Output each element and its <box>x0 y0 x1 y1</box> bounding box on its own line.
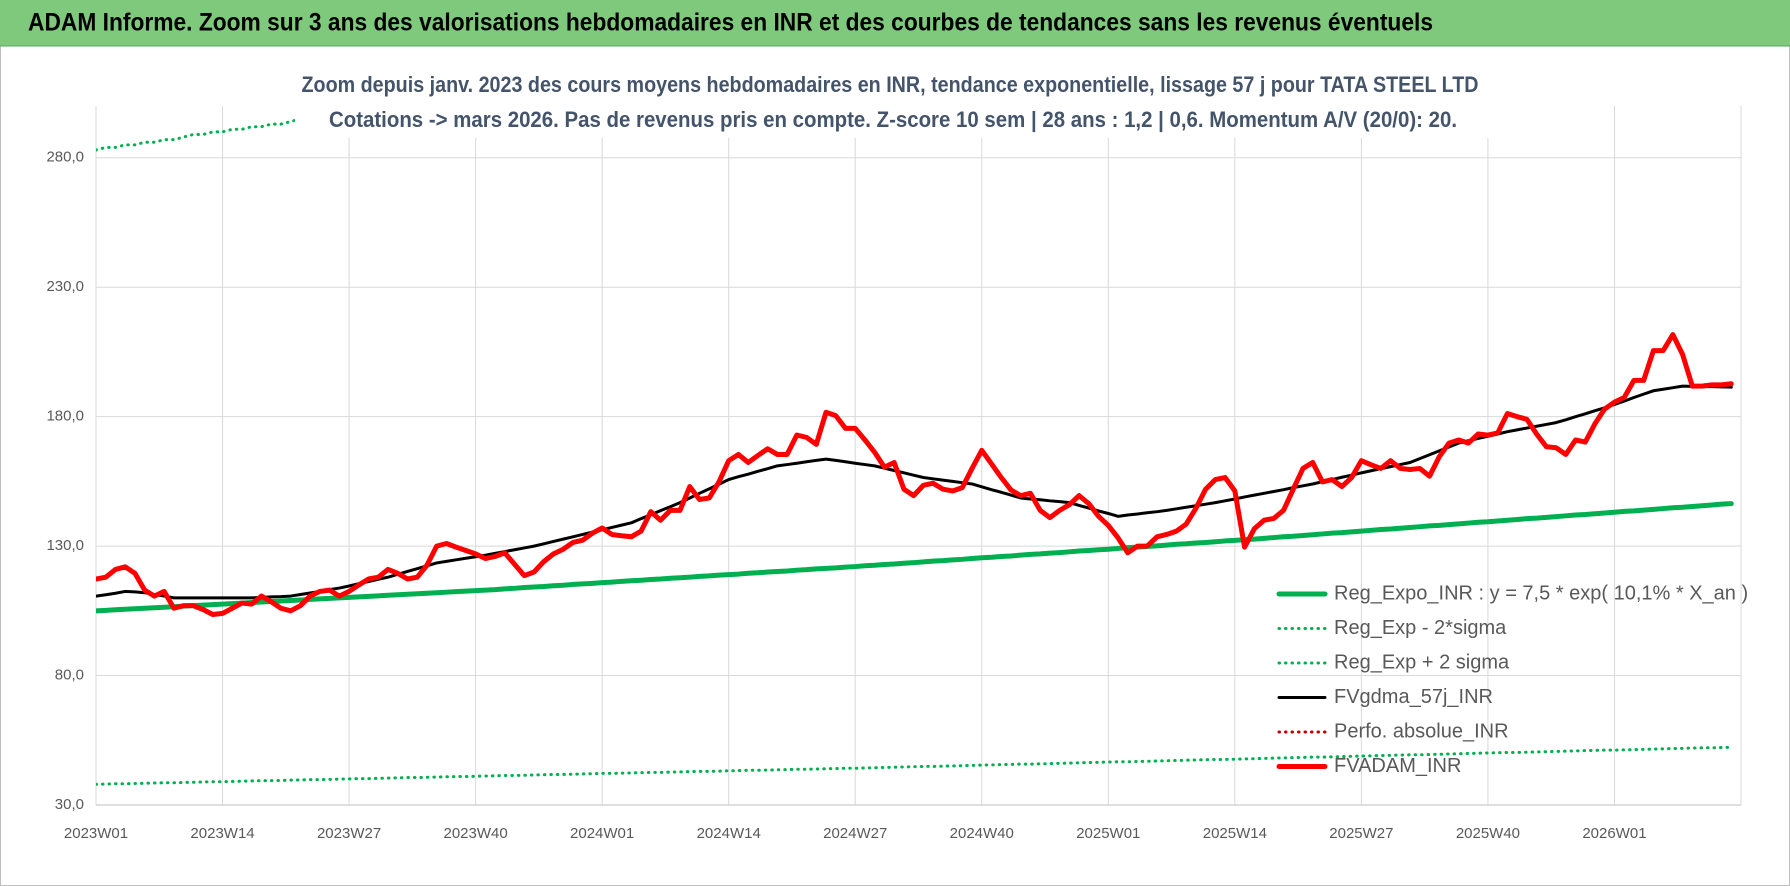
legend-label: Reg_Exp - 2*sigma <box>1334 617 1507 639</box>
legend: Reg_Expo_INR : y = 7,5 * exp( 10,1% * X_… <box>1276 582 1748 777</box>
x-tick-label: 2023W14 <box>190 825 254 842</box>
x-tick-label: 2025W14 <box>1203 825 1267 842</box>
grid: 30,0 80,0 130,0 180,0 230,0 280,0 2023W01 2023W… <box>46 106 1742 842</box>
y-tick-label: 130,0 <box>46 537 84 554</box>
x-tick-label: 2026W01 <box>1582 825 1646 842</box>
x-tick-label: 2025W27 <box>1329 825 1393 842</box>
y-tick-label: 280,0 <box>46 149 84 166</box>
x-tick-label: 2023W27 <box>317 825 381 842</box>
chart-subtitle: Cotations -> mars 2026. Pas de revenus p… <box>329 107 1457 132</box>
y-tick-label: 180,0 <box>46 408 84 425</box>
title-backdrop <box>295 68 1518 138</box>
legend-label: Reg_Exp + 2 sigma <box>1334 651 1510 673</box>
x-tick-label: 2024W27 <box>823 825 887 842</box>
header-bar <box>0 0 1790 46</box>
series-line <box>96 332 1734 617</box>
series-layer <box>96 106 1734 786</box>
x-tick-label: 2024W01 <box>570 825 634 842</box>
legend-label: FVADAM_INR <box>1334 755 1461 777</box>
x-tick-label: 2025W01 <box>1076 825 1140 842</box>
y-tick-label: 30,0 <box>55 796 84 813</box>
x-tick-label: 2023W01 <box>64 825 128 842</box>
y-tick-label: 80,0 <box>55 667 84 684</box>
legend-label: Perfo. absolue_INR <box>1334 720 1509 742</box>
header-title: ADAM Informe. Zoom sur 3 ans des valoris… <box>28 9 1433 37</box>
chart-title: Zoom depuis janv. 2023 des cours moyens … <box>302 72 1479 97</box>
series-line <box>96 745 1733 786</box>
x-tick-label: 2024W14 <box>697 825 761 842</box>
y-tick-label: 230,0 <box>46 278 84 295</box>
series-line <box>96 501 1734 614</box>
legend-label: FVgdma_57j_INR <box>1334 686 1493 708</box>
x-tick-label: 2024W40 <box>950 825 1014 842</box>
legend-label: Reg_Expo_INR : y = 7,5 * exp( 10,1% * X_… <box>1334 582 1748 604</box>
x-tick-label: 2023W40 <box>444 825 508 842</box>
x-tick-label: 2025W40 <box>1456 825 1520 842</box>
